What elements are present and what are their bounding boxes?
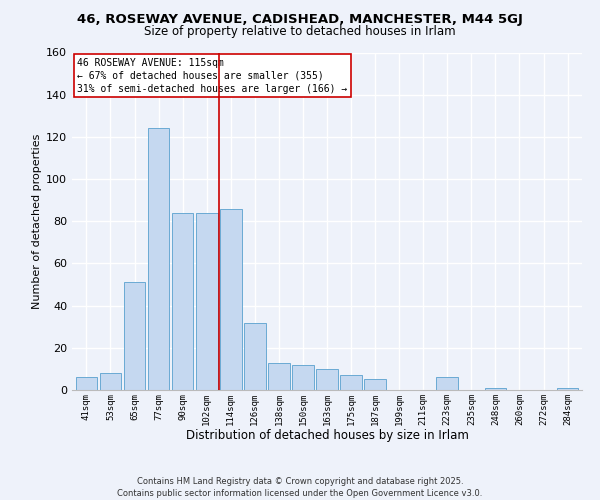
Bar bbox=[316, 369, 338, 390]
Bar bbox=[196, 213, 218, 390]
Bar bbox=[100, 373, 121, 390]
Text: Size of property relative to detached houses in Irlam: Size of property relative to detached ho… bbox=[144, 25, 456, 38]
Text: Contains HM Land Registry data © Crown copyright and database right 2025.
Contai: Contains HM Land Registry data © Crown c… bbox=[118, 476, 482, 498]
Bar bbox=[557, 388, 578, 390]
Text: 46, ROSEWAY AVENUE, CADISHEAD, MANCHESTER, M44 5GJ: 46, ROSEWAY AVENUE, CADISHEAD, MANCHESTE… bbox=[77, 12, 523, 26]
Bar bbox=[76, 378, 97, 390]
Bar bbox=[340, 375, 362, 390]
X-axis label: Distribution of detached houses by size in Irlam: Distribution of detached houses by size … bbox=[185, 429, 469, 442]
Bar bbox=[220, 208, 242, 390]
Bar bbox=[292, 364, 314, 390]
Bar bbox=[244, 322, 266, 390]
Bar bbox=[172, 213, 193, 390]
Bar bbox=[436, 378, 458, 390]
Bar bbox=[485, 388, 506, 390]
Text: 46 ROSEWAY AVENUE: 115sqm
← 67% of detached houses are smaller (355)
31% of semi: 46 ROSEWAY AVENUE: 115sqm ← 67% of detac… bbox=[77, 58, 347, 94]
Bar bbox=[124, 282, 145, 390]
Bar bbox=[148, 128, 169, 390]
Y-axis label: Number of detached properties: Number of detached properties bbox=[32, 134, 42, 309]
Bar bbox=[364, 380, 386, 390]
Bar bbox=[268, 362, 290, 390]
